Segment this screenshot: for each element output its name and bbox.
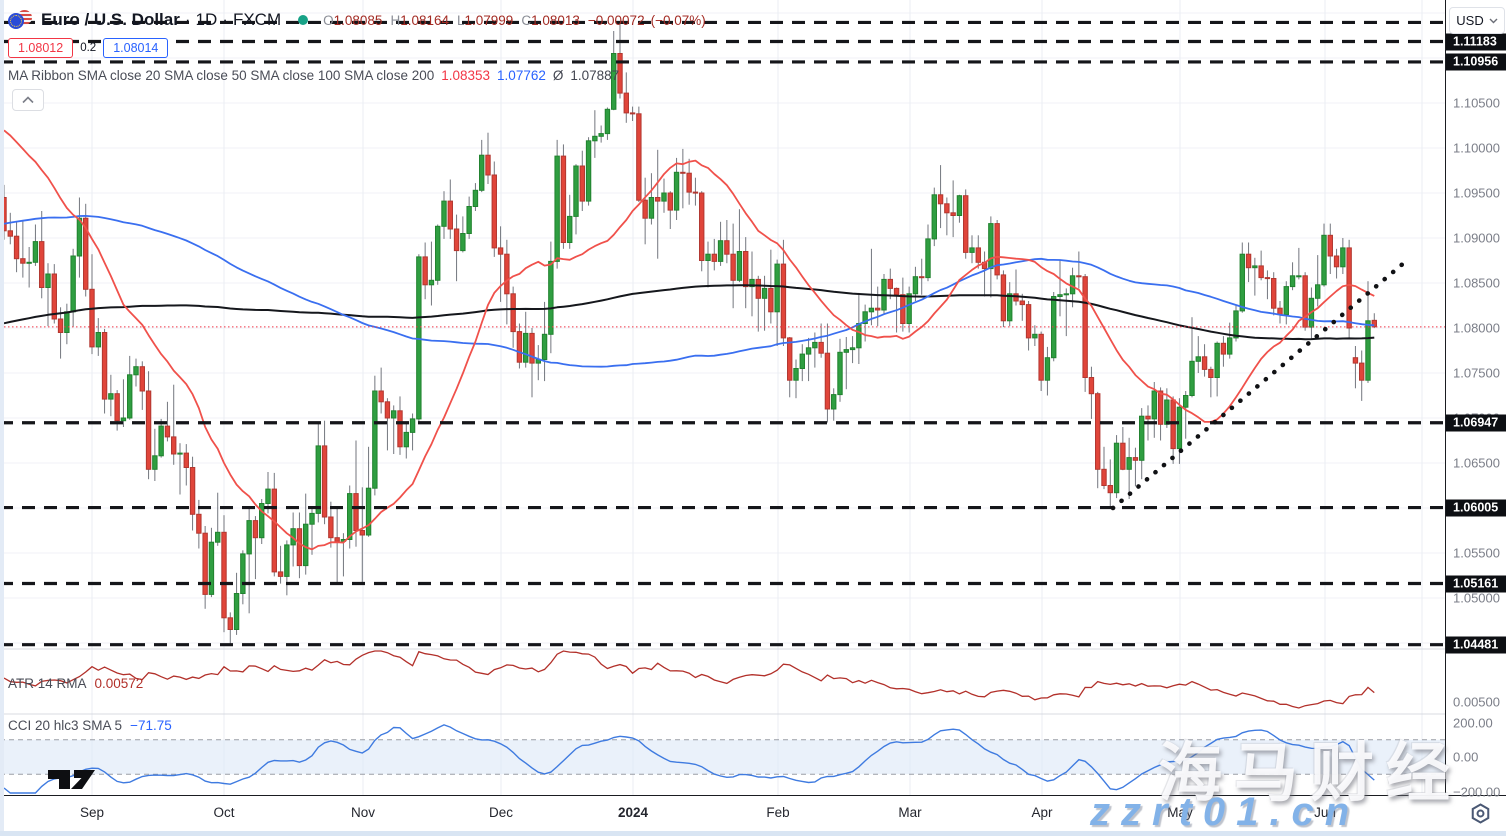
cci-label[interactable]: CCI 20 hlc3 SMA 5 (8, 718, 123, 733)
price-tick-label: 1.06500 (1453, 455, 1500, 471)
tradingview-logo[interactable] (46, 767, 124, 796)
price-level-badge: 1.11183 (1446, 33, 1506, 51)
currency-label: USD (1456, 13, 1484, 28)
gear-icon[interactable] (1467, 800, 1493, 826)
time-axis[interactable]: Sep Oct Nov Dec 2024 Feb Mar Apr May Jun (0, 795, 1506, 836)
change-value: −0.00072 (587, 12, 645, 28)
chevron-up-icon (22, 96, 34, 104)
open-label: O (323, 12, 334, 28)
cci-indicator-legend[interactable]: CCI 20 hlc3 SMA 5 −71.75 (8, 718, 172, 733)
price-level-badge: 1.06947 (1446, 414, 1506, 432)
cci-band (0, 739, 1445, 775)
price-tick-label: 1.08000 (1453, 320, 1500, 336)
symbol-title[interactable]: Euro / U.S. Dollar (41, 10, 180, 29)
price-tick-label: 1.08500 (1453, 275, 1500, 291)
spread-value: 0.2 (80, 42, 97, 54)
atr-indicator-legend[interactable]: ATR 14 RMA 0.00572 (8, 676, 143, 691)
time-tick-label: Sep (79, 805, 105, 820)
low-label: L (457, 12, 465, 28)
page-background-strip-left (0, 0, 4, 836)
title-separator: · (222, 10, 228, 29)
price-level-badge: 1.04481 (1446, 636, 1506, 654)
page-background-strip-bottom (0, 831, 1506, 836)
time-tick-label: Oct (213, 805, 235, 820)
ma-slow-value: 1.07762 (497, 67, 546, 83)
cci-axis-label: 0.00 (1453, 749, 1479, 765)
price-axis[interactable]: USD 1.10500 1.10000 1.09500 1.09000 1.08500 1… (1445, 0, 1506, 799)
cci-axis-label: −200.00 (1453, 784, 1501, 799)
price-tick-label: 1.05000 (1453, 590, 1500, 606)
price-chart-canvas[interactable] (0, 0, 1445, 795)
ma-ribbon-label[interactable]: MA Ribbon SMA close 20 SMA close 50 SMA … (8, 67, 435, 83)
key-level-lines (0, 20, 1445, 647)
symbol-legend: Euro / U.S. Dollar · 1D · FXCM O1.08085 … (8, 8, 712, 32)
time-tick-label: Nov (350, 805, 376, 820)
ma-fast-value: 1.08353 (441, 67, 491, 83)
high-value: 1.08164 (400, 12, 449, 28)
high-label: H (390, 12, 401, 28)
horizontal-gridlines (0, 12, 1445, 644)
price-tick-label: 1.10500 (1453, 95, 1500, 111)
time-tick-label: May (1167, 805, 1193, 820)
eu-flag-icon (8, 13, 24, 29)
time-tick-label: 2024 (617, 805, 649, 820)
chevron-down-icon (1489, 18, 1498, 23)
price-level-badge: 1.10956 (1446, 53, 1506, 71)
low-value: 1.07999 (464, 12, 514, 28)
exchange-label[interactable]: FXCM (232, 10, 282, 29)
sell-bid-button[interactable]: 1.08012 (8, 38, 74, 58)
cci-axis-label: 200.00 (1453, 715, 1493, 730)
ohlc-readout: O1.08085 H1.08164 L1.07999 C1.08013 −0.0… (323, 13, 712, 28)
price-tick-label: 1.09500 (1453, 185, 1500, 201)
close-label: C (521, 12, 532, 28)
currency-selector-button[interactable]: USD (1449, 7, 1505, 34)
price-tick-label: 1.05500 (1453, 545, 1500, 561)
open-value: 1.08085 (333, 12, 383, 28)
vertical-gridlines (91, 0, 1423, 795)
market-open-dot-icon[interactable] (298, 15, 309, 25)
interval-label[interactable]: 1D (195, 10, 218, 29)
time-tick-label: Apr (1031, 805, 1053, 820)
time-tick-label: Feb (766, 805, 790, 820)
atr-label[interactable]: ATR 14 RMA (8, 676, 87, 691)
bid-ask-row: 1.08012 0.2 1.08014 (8, 37, 169, 59)
ma-average-label: Ø (552, 67, 564, 83)
time-tick-label: Jun (1314, 805, 1336, 820)
ma-average-value: 1.07887 (570, 67, 620, 83)
atr-axis-label: 0.00500 (1453, 694, 1500, 710)
time-tick-label: Dec (488, 805, 514, 820)
title-separator: · (184, 10, 191, 29)
time-tick-label: Mar (898, 805, 922, 820)
price-tick-label: 1.09000 (1453, 230, 1500, 246)
buy-ask-button[interactable]: 1.08014 (103, 38, 169, 58)
price-tick-label: 1.10000 (1453, 140, 1500, 156)
close-value: 1.08013 (531, 12, 580, 28)
price-tick-label: 1.07500 (1453, 365, 1500, 381)
price-level-badge: 1.05161 (1446, 575, 1506, 592)
ma-ribbon-legend[interactable]: MA Ribbon SMA close 20 SMA close 50 SMA … (8, 66, 619, 84)
candlesticks (1, 22, 1377, 645)
price-level-badge: 1.06005 (1446, 499, 1506, 517)
tradingview-logo-icon (48, 770, 95, 789)
collapse-legend-button[interactable] (12, 89, 44, 111)
cci-value: −71.75 (130, 718, 172, 733)
atr-value: 0.00572 (94, 676, 144, 691)
eurusd-flags-icon (8, 10, 34, 30)
change-percent: (−0.07%) (650, 12, 706, 28)
